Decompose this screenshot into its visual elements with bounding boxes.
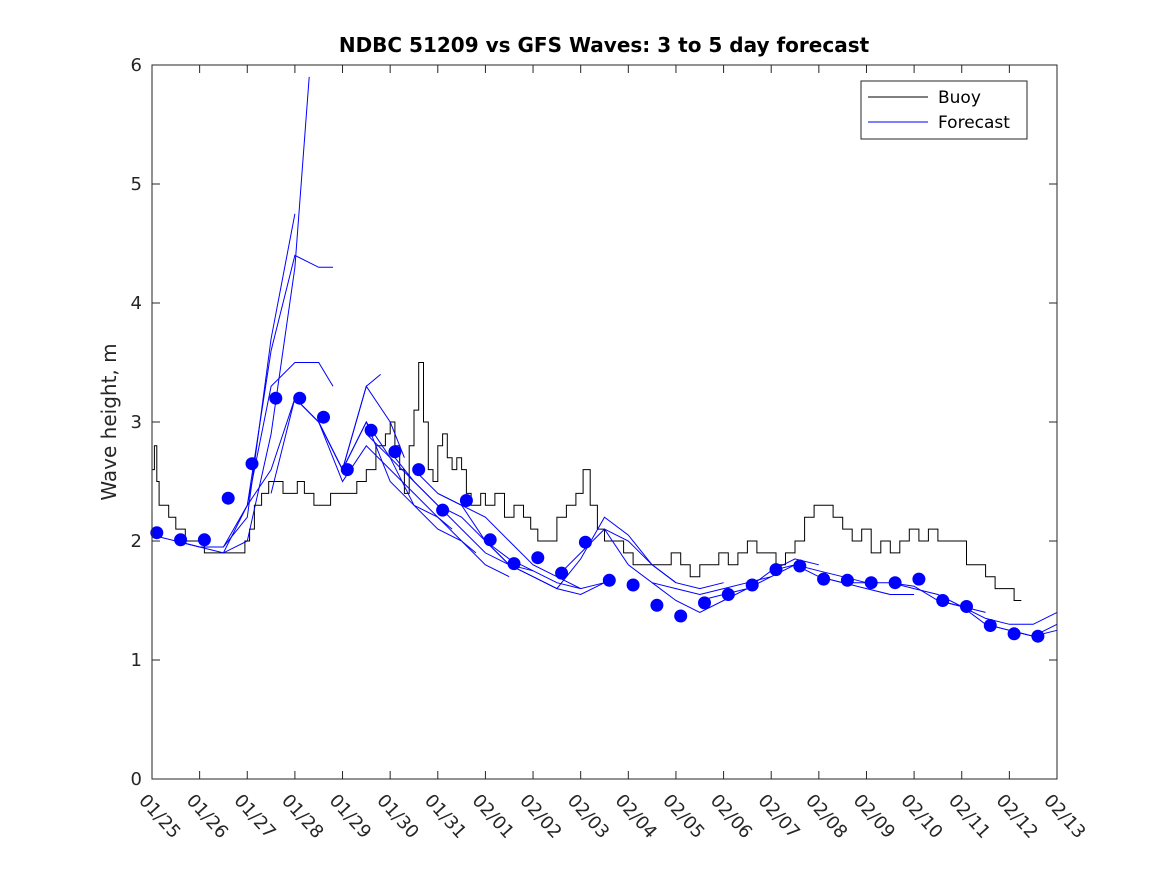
plot-content [150,76,1058,643]
forecast-point-2 [197,533,211,547]
forecast-series-line-23 [985,623,1058,637]
forecast-series-line-16 [604,528,772,596]
forecast-point-18 [578,535,592,549]
forecast-series-line-10 [365,433,534,572]
forecast-point-37 [1031,629,1045,643]
forecast-point-13 [459,494,473,507]
legend-box [860,80,1028,140]
forecast-point-32 [912,572,926,586]
forecast-point-10 [388,445,402,459]
forecast-point-33 [936,594,950,607]
forecast-point-15 [507,557,521,571]
plot-area [152,65,1057,779]
forecast-point-14 [483,533,497,547]
y-tick-label: 6 [131,55,142,76]
forecast-point-1 [174,533,188,547]
forecast-point-16 [531,551,545,565]
forecast-point-0 [150,526,164,540]
forecast-point-4 [245,457,259,471]
forecast-point-7 [317,410,330,424]
y-axis-label: Wave height, m [97,343,121,500]
y-tick-label: 3 [131,412,142,433]
forecast-point-28 [817,572,831,586]
forecast-point-35 [983,619,997,632]
legend-buoy-label: Buoy [938,88,981,108]
forecast-point-3 [221,491,235,505]
forecast-point-36 [1007,627,1021,641]
forecast-point-26 [769,563,783,577]
forecast-point-12 [436,503,450,517]
forecast-point-9 [364,423,378,437]
forecast-point-27 [793,559,807,573]
forecast-point-29 [840,573,854,587]
buoy-series-line [152,362,1022,601]
forecast-series-line-17 [651,558,819,613]
forecast-point-8 [340,463,354,477]
forecast-point-25 [745,578,759,592]
forecast-series-line-3 [199,254,333,548]
forecast-series-line-4 [222,362,334,554]
forecast-series-line-15 [556,528,724,590]
forecast-series-line-21 [890,582,1058,625]
chart-title: NDBC 51209 vs GFS Waves: 3 to 5 day fore… [339,33,870,57]
legend: Buoy Forecast [860,80,1028,140]
forecast-point-30 [864,576,878,590]
y-tick-label: 2 [131,531,142,552]
forecast-point-20 [626,578,640,592]
forecast-point-22 [674,609,688,623]
legend-forecast-label: Forecast [938,113,1010,133]
y-axis: 0 1 2 3 4 5 6 [131,55,1057,790]
y-tick-label: 1 [131,650,142,671]
y-tick-label: 5 [131,174,142,195]
forecast-series-line-13 [437,492,605,590]
forecast-point-23 [698,596,711,610]
forecast-point-17 [555,566,569,580]
forecast-series-line-7 [294,397,453,530]
forecast-point-24 [721,588,735,601]
forecast-point-31 [888,576,902,590]
forecast-point-5 [269,391,283,405]
forecast-point-21 [650,598,664,612]
y-tick-label: 0 [131,769,142,790]
forecast-point-11 [412,463,426,477]
forecast-point-34 [960,600,973,613]
forecast-point-6 [293,391,307,405]
forecast-point-19 [602,573,616,587]
y-tick-label: 4 [131,293,142,314]
